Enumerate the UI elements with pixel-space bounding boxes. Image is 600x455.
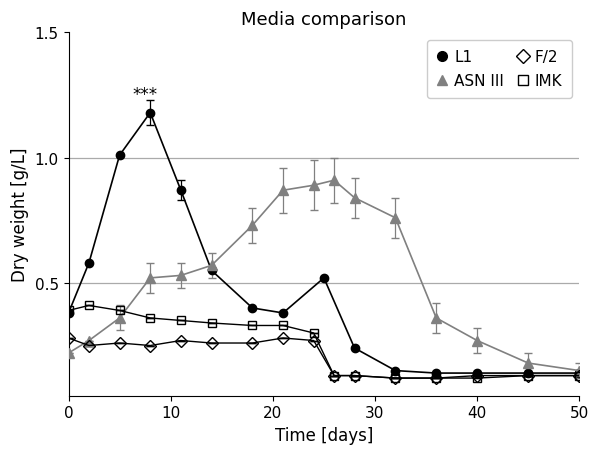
Y-axis label: Dry weight [g/L]: Dry weight [g/L] xyxy=(11,147,29,282)
Title: Media comparison: Media comparison xyxy=(241,11,407,29)
Legend: L1, ASN III, F/2, IMK: L1, ASN III, F/2, IMK xyxy=(427,41,572,98)
Text: ***: *** xyxy=(133,86,158,103)
X-axis label: Time [days]: Time [days] xyxy=(275,426,373,444)
